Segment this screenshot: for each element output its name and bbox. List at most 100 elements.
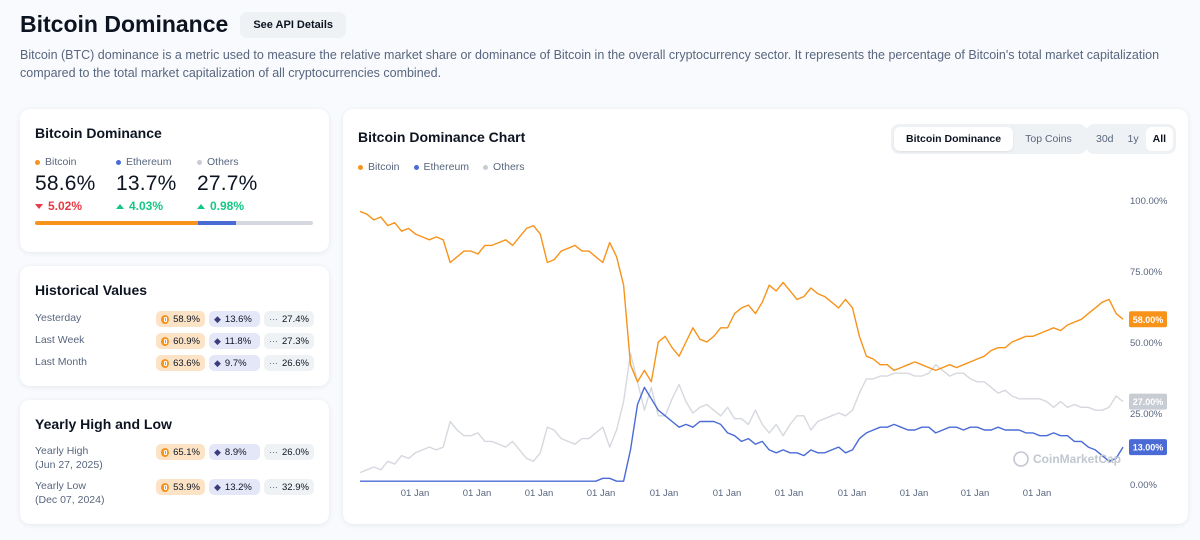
others-pill: ··· 26.0% — [264, 444, 314, 460]
others-pill: ··· 26.6% — [264, 355, 314, 371]
ethereum-bar-segment — [197, 221, 236, 225]
legend-ethereum-label: Ethereum — [423, 161, 470, 173]
others-pill-value: 27.3% — [282, 335, 309, 347]
x-tick-label: 01 Jan — [775, 488, 804, 499]
value-row: Last Month 63.6% ◆ 9.7% ··· 26.6% — [35, 355, 314, 371]
caret-up-icon — [197, 203, 205, 209]
y-tick-label: 100.00% — [1130, 196, 1168, 207]
legend-others[interactable]: Others — [483, 161, 525, 173]
caret-down-icon — [35, 203, 43, 209]
value-row: Yearly High (Jun 27, 2025) 65.1% ◆ 8.9% ··· 26… — [35, 444, 314, 472]
others-last-value-label: 27.00% — [1133, 397, 1164, 407]
x-tick-label: 01 Jan — [463, 488, 492, 499]
ethereum-dominance-stat: Ethereum 13.7% 4.03% — [116, 156, 197, 213]
y-tick-label: 75.00% — [1130, 267, 1163, 278]
x-tick-label: 01 Jan — [650, 488, 679, 499]
range-all-button[interactable]: All — [1145, 127, 1174, 151]
others-bar-segment — [235, 221, 313, 225]
ethereum-pill: ◆ 8.9% — [209, 444, 260, 460]
bitcoin-bar-segment — [35, 221, 198, 225]
ethereum-icon: ◆ — [214, 481, 221, 492]
row-label: Yearly Low (Dec 07, 2024) — [35, 479, 152, 507]
see-api-details-button[interactable]: See API Details — [240, 11, 346, 38]
toggle-bitcoin-dominance[interactable]: Bitcoin Dominance — [894, 127, 1014, 151]
ethereum-value: 13.7% — [116, 172, 177, 195]
toggle-top-coins[interactable]: Top Coins — [1013, 127, 1084, 151]
dominance-chart-card: 100.00% 75.00% 50.00% 25.00% 0.00% 01 Jan 01 J… — [343, 109, 1188, 524]
value-row: Last Week 60.9% ◆ 11.8% ··· 27.3% — [35, 333, 314, 349]
bitcoin-pill-value: 65.1% — [173, 446, 200, 458]
x-tick-label: 01 Jan — [1023, 488, 1052, 499]
ethereum-label: Ethereum — [126, 156, 172, 168]
x-tick-label: 01 Jan — [838, 488, 867, 499]
yearly-high-low-title: Yearly High and Low — [35, 416, 172, 432]
yearly-high-low-card: Yearly High and Low Yearly High (Jun 27, … — [20, 400, 329, 524]
bitcoin-pill-value: 60.9% — [173, 335, 200, 347]
value-row: Yesterday 58.9% ◆ 13.6% ··· 27.4% — [35, 311, 314, 327]
ethereum-pill-value: 11.8% — [224, 335, 252, 347]
legend-others-label: Others — [493, 161, 525, 173]
dominance-distribution-bar — [35, 221, 313, 225]
bitcoin-pill: 63.6% — [156, 355, 205, 371]
caret-up-icon — [116, 203, 124, 209]
others-pill: ··· 27.3% — [264, 333, 314, 349]
chart-watermark: CoinMarketCap — [1033, 452, 1121, 466]
row-date: (Jun 27, 2025) — [35, 459, 103, 471]
ethereum-icon: ◆ — [214, 446, 221, 457]
dominance-card-title: Bitcoin Dominance — [35, 125, 162, 141]
x-tick-label: 01 Jan — [961, 488, 990, 499]
bitcoin-icon — [161, 314, 170, 324]
bitcoin-pill: 65.1% — [156, 444, 205, 460]
more-icon: ··· — [269, 314, 278, 324]
ethereum-icon: ◆ — [214, 313, 221, 324]
x-tick-label: 01 Jan — [900, 488, 929, 499]
bitcoin-pill: 60.9% — [156, 333, 205, 349]
range-1y-button[interactable]: 1y — [1121, 127, 1146, 151]
ethereum-last-value-label-bg — [1129, 439, 1167, 456]
row-label-text: Yesterday — [35, 312, 82, 324]
bitcoin-pill-value: 63.6% — [173, 357, 200, 369]
bitcoin-pill-value: 53.9% — [173, 481, 200, 493]
row-label: Yesterday — [35, 311, 152, 325]
bitcoin-icon — [161, 447, 170, 457]
ethereum-pill: ◆ 11.8% — [209, 333, 260, 349]
legend-bitcoin[interactable]: Bitcoin — [358, 161, 400, 173]
ethereum-pill-value: 13.6% — [224, 313, 252, 325]
others-label: Others — [207, 156, 239, 168]
bitcoin-icon — [161, 336, 170, 346]
bitcoin-last-value-label: 58.00% — [1133, 315, 1164, 325]
others-pill-value: 32.9% — [282, 481, 309, 493]
legend-ethereum[interactable]: Ethereum — [413, 161, 470, 173]
others-pill: ··· 32.9% — [264, 479, 314, 495]
page-header: Bitcoin Dominance See API Details — [20, 11, 346, 38]
time-range-selector: 30d 1y All — [1086, 124, 1177, 154]
range-30d-button[interactable]: 30d — [1089, 127, 1121, 151]
y-tick-label: 50.00% — [1130, 338, 1163, 349]
page-title: Bitcoin Dominance — [20, 11, 229, 37]
bitcoin-value: 58.6% — [35, 172, 96, 195]
ethereum-pill-value: 13.2% — [224, 481, 252, 493]
x-tick-label: 01 Jan — [587, 488, 616, 499]
others-dominance-stat: Others 27.7% 0.98% — [197, 156, 278, 213]
others-pill-value: 27.4% — [282, 313, 309, 325]
bitcoin-icon — [161, 358, 170, 368]
chart-view-toggle: Bitcoin Dominance Top Coins — [891, 124, 1087, 154]
row-label-text: Last Month — [35, 356, 87, 368]
bitcoin-label: Bitcoin — [45, 156, 77, 168]
x-tick-label: 01 Jan — [401, 488, 430, 499]
bitcoin-pill-value: 58.9% — [173, 313, 200, 325]
ethereum-change: 4.03% — [129, 199, 164, 213]
ethereum-series-line — [360, 386, 1124, 482]
others-dot-icon — [197, 159, 202, 165]
ethereum-dot-icon — [413, 164, 419, 170]
coinmarketcap-logo-icon — [1013, 451, 1029, 467]
more-icon: ··· — [269, 358, 278, 368]
bitcoin-dot-icon — [358, 164, 363, 170]
ethereum-pill: ◆ 9.7% — [209, 355, 260, 371]
others-pill: ··· 27.4% — [264, 311, 314, 327]
bitcoin-series-line — [359, 210, 1124, 383]
x-tick-label: 01 Jan — [525, 488, 554, 499]
row-label-text: Yearly Low — [35, 480, 86, 492]
others-pill-value: 26.0% — [282, 446, 309, 458]
bitcoin-last-value-label-bg — [1129, 311, 1167, 328]
